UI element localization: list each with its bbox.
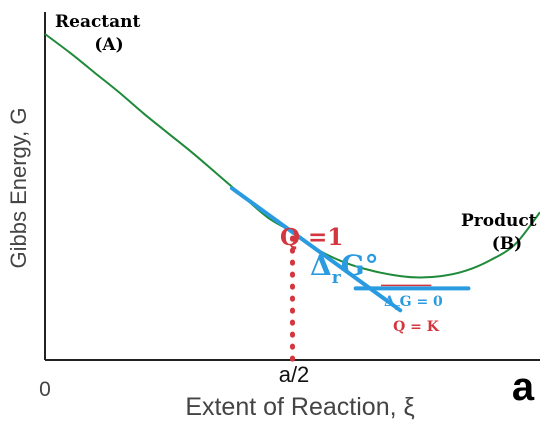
product-sublabel: (B) bbox=[492, 234, 522, 254]
x-tick-label-0: 0 bbox=[39, 378, 51, 401]
delta-tail: G° bbox=[341, 249, 379, 282]
eq-delta-subscript: r bbox=[395, 303, 400, 313]
eq-delta-tail: G = 0 bbox=[400, 294, 443, 310]
equilibrium-delta-g-label: ΔrG = 0 bbox=[384, 294, 443, 313]
reactant-sublabel: (A) bbox=[94, 35, 123, 55]
delta-g-standard-label: ΔrG° bbox=[310, 249, 379, 288]
delta-subscript: r bbox=[332, 268, 342, 288]
q-equals-one-label: Q =1 bbox=[280, 224, 343, 251]
q-equals-k-label: Q = K bbox=[393, 319, 440, 335]
delta-symbol: Δ bbox=[310, 249, 332, 282]
x-axis-label: Extent of Reaction, ξ bbox=[185, 393, 414, 421]
product-label: Product bbox=[461, 211, 537, 231]
panel-letter: a bbox=[512, 365, 535, 409]
reactant-label: Reactant bbox=[55, 12, 141, 32]
eq-delta-symbol: Δ bbox=[384, 294, 395, 310]
y-axis-label: Gibbs Energy, G bbox=[6, 108, 31, 269]
x-tick-label-a-half: a/2 bbox=[279, 362, 310, 387]
